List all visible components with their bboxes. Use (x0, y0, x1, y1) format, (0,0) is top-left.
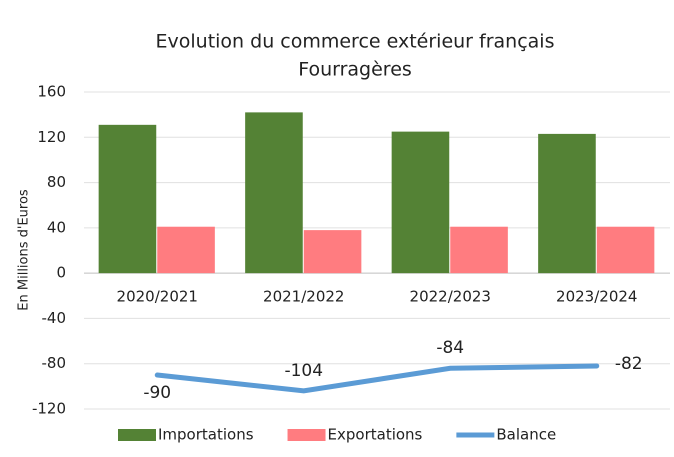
y-tick-label: 120 (37, 128, 66, 146)
legend-label: Exportations (328, 426, 423, 444)
y-tick-label: 80 (47, 173, 66, 191)
chart-title: Evolution du commerce extérieur français (156, 31, 555, 53)
legend-swatch (118, 429, 156, 441)
bar (450, 226, 508, 274)
data-label: -84 (436, 338, 464, 358)
legend-label: Importations (158, 426, 254, 444)
legend-label: Balance (496, 426, 556, 444)
x-tick-label: 2021/2022 (263, 288, 344, 306)
bar (245, 112, 303, 274)
data-label: -90 (143, 383, 171, 403)
x-tick-label: 2022/2023 (410, 288, 491, 306)
x-tick-label: 2020/2021 (117, 288, 198, 306)
y-tick-label: -80 (42, 354, 67, 372)
bar (538, 133, 596, 274)
bar (303, 230, 362, 274)
legend-swatch (287, 429, 326, 441)
data-label: -82 (615, 354, 643, 374)
bar (391, 131, 450, 274)
y-tick-label: -120 (32, 400, 66, 418)
line (154, 363, 600, 394)
data-label: -104 (284, 361, 323, 381)
bar (98, 124, 157, 274)
y-tick-label: 40 (47, 218, 66, 236)
chart-subtitle: Fourragères (298, 59, 412, 81)
bar (596, 226, 655, 274)
bar (157, 226, 215, 274)
x-tick-label: 2023/2024 (556, 288, 637, 306)
y-tick-label: 160 (37, 83, 66, 101)
y-tick-label: -40 (42, 309, 67, 327)
y-tick-label: 0 (56, 264, 66, 282)
y-axis-title: En Millions d'Euros (17, 189, 32, 311)
